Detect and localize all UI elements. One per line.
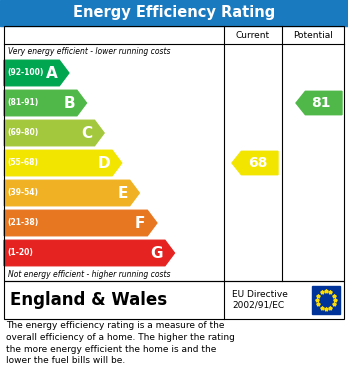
Text: (55-68): (55-68) — [7, 158, 38, 167]
Polygon shape — [4, 210, 157, 236]
Polygon shape — [4, 90, 87, 116]
Text: E: E — [117, 185, 128, 201]
Polygon shape — [4, 240, 174, 266]
Bar — [4, 26, 344, 281]
Text: 68: 68 — [248, 156, 267, 170]
Text: 81: 81 — [311, 96, 331, 110]
Text: A: A — [46, 66, 57, 81]
Text: Energy Efficiency Rating: Energy Efficiency Rating — [73, 5, 275, 20]
Bar — [4, 281, 344, 319]
Text: England & Wales: England & Wales — [10, 291, 167, 309]
Text: D: D — [97, 156, 110, 170]
Text: F: F — [135, 215, 145, 231]
Text: G: G — [150, 246, 163, 260]
Polygon shape — [296, 91, 342, 115]
Text: The energy efficiency rating is a measure of the
overall efficiency of a home. T: The energy efficiency rating is a measur… — [6, 321, 235, 366]
Text: B: B — [63, 95, 75, 111]
Text: EU Directive
2002/91/EC: EU Directive 2002/91/EC — [232, 290, 288, 310]
Text: (81-91): (81-91) — [7, 99, 38, 108]
Text: Very energy efficient - lower running costs: Very energy efficient - lower running co… — [8, 47, 171, 56]
Polygon shape — [4, 150, 122, 176]
Text: Not energy efficient - higher running costs: Not energy efficient - higher running co… — [8, 270, 171, 279]
Text: (39-54): (39-54) — [7, 188, 38, 197]
Text: C: C — [81, 126, 93, 140]
Text: (92-100): (92-100) — [7, 68, 44, 77]
Bar — [0, 0, 348, 26]
Polygon shape — [4, 60, 69, 86]
Text: (69-80): (69-80) — [7, 129, 38, 138]
Text: Potential: Potential — [293, 30, 333, 39]
Text: (21-38): (21-38) — [7, 219, 38, 228]
Text: (1-20): (1-20) — [7, 249, 33, 258]
Bar — [312, 286, 340, 314]
Text: Current: Current — [236, 30, 270, 39]
Polygon shape — [4, 120, 104, 146]
Polygon shape — [4, 180, 139, 206]
Polygon shape — [232, 151, 278, 175]
